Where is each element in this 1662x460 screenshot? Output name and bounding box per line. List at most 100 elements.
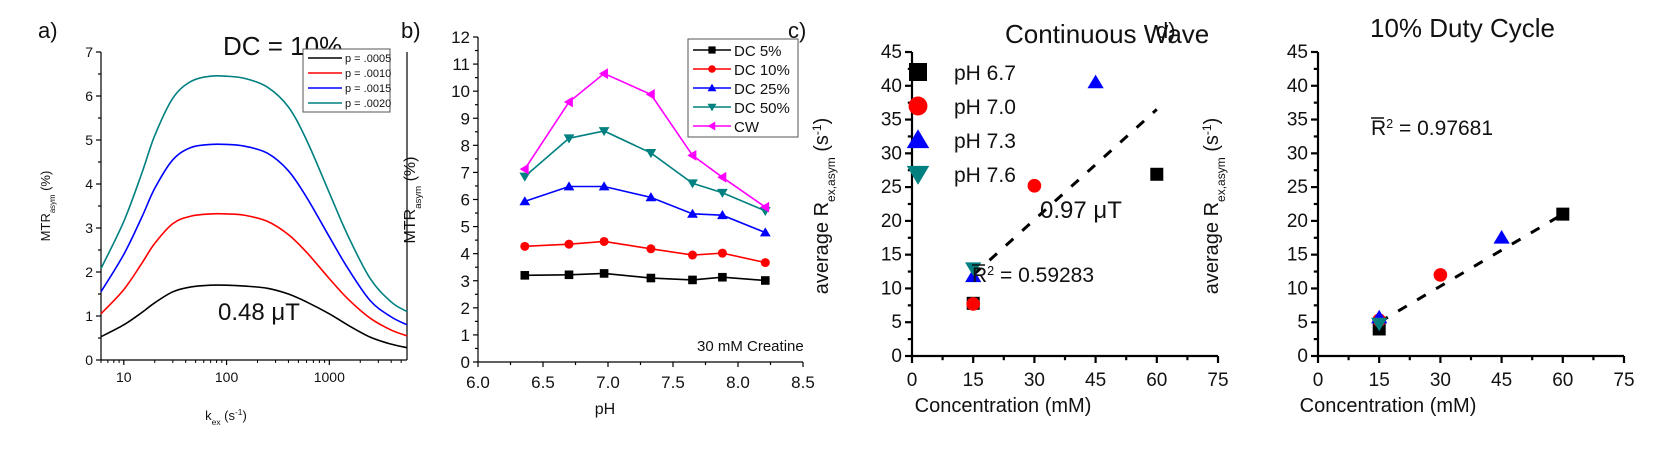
fit-line	[1378, 212, 1564, 324]
y-tick-label: 6	[461, 191, 470, 210]
data-point	[645, 149, 657, 159]
y-tick-label: 8	[461, 136, 470, 155]
y-tick-label: 25	[1287, 177, 1308, 198]
x-tick-label: 45	[1085, 370, 1106, 391]
y-tick-label: 20	[1287, 211, 1308, 232]
series-line-1	[524, 240, 766, 264]
data-point	[646, 244, 656, 254]
y-tick-label: 9	[461, 109, 470, 128]
data-point	[718, 272, 727, 282]
series-line-3	[100, 74, 408, 313]
legend-box	[302, 48, 391, 113]
data-point	[1371, 317, 1388, 332]
x-tick-label: 75	[1613, 370, 1634, 391]
legend-label: p = .0020	[345, 98, 391, 110]
legend-label: p = .0005	[345, 53, 391, 65]
x-tick-label: 15	[1369, 370, 1390, 391]
data-point	[563, 96, 573, 108]
legend-marker	[707, 83, 717, 92]
panel-label: b)	[401, 18, 421, 43]
y-tick-label: 10	[451, 82, 470, 101]
data-point	[687, 179, 698, 189]
y-tick-label: 40	[1287, 76, 1308, 97]
legend-label: p = .0010	[345, 68, 391, 80]
x-tick-label: 6.5	[531, 373, 555, 392]
data-point	[687, 149, 697, 161]
data-point	[1433, 268, 1448, 282]
y-axis-label: average Rex,asym (s-1)	[810, 118, 838, 295]
x-tick-label: 6.0	[466, 373, 490, 392]
data-point	[564, 239, 574, 249]
x-tick-label: 0	[1313, 370, 1324, 391]
legend-marker	[708, 65, 716, 73]
y-tick-label: 0	[1297, 346, 1308, 367]
y-tick-label: 5	[85, 132, 93, 148]
y-tick-label: 3	[85, 220, 93, 236]
legend-marker	[909, 63, 927, 81]
y-tick-label: 0	[85, 352, 93, 368]
y-tick-label: 15	[881, 245, 902, 266]
data-point	[564, 270, 574, 280]
data-point	[519, 196, 531, 206]
chart-title: Continuous Wave	[1005, 19, 1209, 49]
y-tick-label: 5	[461, 218, 470, 237]
legend-label: DC 10%	[734, 62, 790, 79]
annotation: 0.97 μT	[1040, 197, 1122, 224]
x-tick-label: 1000	[314, 369, 345, 385]
legend-label: p = .0015	[345, 83, 391, 95]
y-axis-label: MTRasym (%)	[38, 171, 57, 242]
legend-label: DC 5%	[734, 43, 782, 60]
y-tick-label: 35	[881, 110, 902, 131]
x-tick-label: 30	[1024, 370, 1045, 391]
legend-label: pH 6.7	[954, 62, 1016, 85]
legend-marker	[707, 103, 717, 112]
y-tick-label: 6	[85, 88, 93, 104]
x-axis-label: pH	[595, 401, 615, 418]
data-point	[519, 163, 529, 175]
data-point	[563, 181, 575, 191]
data-point	[1027, 178, 1042, 193]
data-point	[1150, 167, 1164, 181]
x-axis-label: Concentration (mM)	[1300, 395, 1477, 417]
y-tick-label: 2	[461, 299, 470, 318]
y-tick-label: 20	[881, 211, 902, 232]
chart-title: 10% Duty Cycle	[1370, 13, 1555, 43]
data-point	[599, 236, 609, 246]
legend-label: DC 25%	[734, 81, 790, 98]
data-point	[687, 208, 698, 218]
data-point	[645, 192, 657, 202]
y-tick-label: 5	[1297, 312, 1308, 333]
annotation: 30 mM Creatine	[697, 338, 804, 355]
x-tick-label: 100	[215, 369, 239, 385]
series-line-3	[524, 130, 766, 212]
legend-label: DC 50%	[734, 100, 790, 117]
legend-marker	[908, 96, 928, 116]
legend: pH 6.7 pH 7.0 pH 7.3 pH 7.6	[906, 62, 1016, 187]
legend-label: pH 7.6	[954, 164, 1016, 187]
y-tick-label: 11	[452, 55, 470, 74]
series-line-2	[524, 185, 766, 234]
data-point	[645, 89, 655, 100]
y-tick-label: 10	[881, 278, 902, 299]
legend-marker	[707, 121, 716, 131]
y-tick-label: 0	[891, 346, 902, 367]
data-point	[687, 250, 698, 260]
x-tick-label: 15	[963, 370, 984, 391]
fit-line	[972, 108, 1158, 277]
x-tick-label: 0	[907, 370, 918, 391]
r-squared-label: R2 = 0.97681	[1371, 117, 1493, 140]
data-point	[966, 297, 981, 311]
data-point	[717, 171, 727, 183]
data-point	[688, 275, 697, 285]
x-tick-label: 8.0	[726, 373, 750, 392]
y-axis-label: MTRasym (%)	[402, 157, 424, 244]
legend-label: CW	[734, 119, 760, 136]
legend-marker	[906, 165, 930, 185]
y-tick-label: 3	[461, 272, 470, 291]
panel-c: c) Continuous Wave 0 5 10 15 20 25 30 35 40 45 0 15 30…	[788, 18, 1229, 417]
series-line-0	[524, 272, 766, 282]
y-tick-label: 10	[1287, 278, 1308, 299]
